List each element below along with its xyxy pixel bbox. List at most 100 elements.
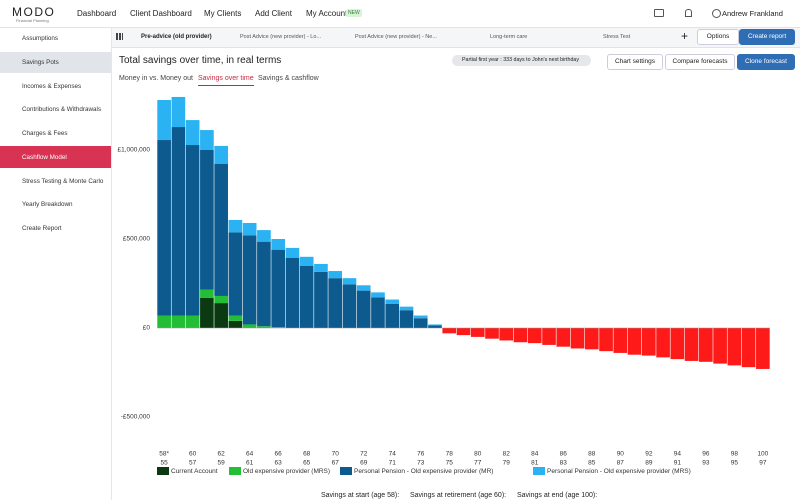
subtab[interactable]: Savings & cashflow bbox=[258, 75, 319, 82]
bar-segment bbox=[399, 306, 414, 311]
create-report-button[interactable]: Create report bbox=[739, 29, 795, 45]
scenario-tab[interactable]: Post Advice (new provider) - Lo... bbox=[240, 34, 322, 40]
logo[interactable]: MODO bbox=[12, 5, 56, 19]
add-tab[interactable]: + bbox=[681, 29, 689, 43]
y-tick-label: -£500,000 bbox=[121, 414, 151, 421]
chat-icon[interactable] bbox=[654, 9, 664, 17]
legend-label: Old expensive provider (MRS) bbox=[243, 468, 330, 475]
x-tick-label: 90 bbox=[617, 451, 625, 458]
clone-button[interactable]: Clone forecast bbox=[737, 54, 795, 70]
legend-swatch bbox=[229, 467, 241, 475]
bar-segment bbox=[228, 219, 243, 233]
subtab-active[interactable]: Savings over time bbox=[198, 75, 254, 86]
badge: NEW bbox=[346, 9, 362, 17]
user-name[interactable]: Andrew Frankland bbox=[722, 9, 783, 18]
x-tick-label-2: 89 bbox=[645, 460, 653, 467]
legend-swatch bbox=[340, 467, 352, 475]
bar-segment bbox=[371, 297, 385, 328]
x-tick-label: 70 bbox=[332, 451, 340, 458]
scenario-tab[interactable]: Pre-advice (old provider) bbox=[141, 34, 212, 40]
sidebar-item[interactable]: Savings Pots bbox=[22, 59, 59, 66]
x-tick-label: 88 bbox=[588, 451, 596, 458]
bar-segment bbox=[157, 140, 171, 316]
bar-segment bbox=[171, 96, 186, 128]
bar-segment bbox=[285, 247, 300, 258]
bar-segment bbox=[185, 145, 200, 316]
bar-segment bbox=[299, 265, 314, 328]
user-icon[interactable] bbox=[712, 9, 721, 18]
bar-segment bbox=[499, 328, 514, 341]
x-tick-label: 76 bbox=[417, 451, 425, 458]
nav-item[interactable]: My Account bbox=[306, 9, 348, 18]
bar-segment bbox=[570, 328, 585, 349]
bar-segment bbox=[285, 257, 300, 328]
sidebar-item[interactable]: Incomes & Expenses bbox=[22, 83, 82, 90]
bar-segment bbox=[200, 130, 214, 150]
chart-settings-button[interactable]: Chart settings bbox=[607, 54, 663, 70]
sidebar-hover bbox=[0, 52, 111, 73]
bar-segment bbox=[442, 328, 457, 334]
bell-icon[interactable] bbox=[685, 9, 692, 17]
bar-segment bbox=[185, 120, 200, 146]
legend-swatch bbox=[157, 467, 169, 475]
x-tick-label-2: 85 bbox=[588, 460, 596, 467]
bar-segment bbox=[713, 328, 727, 364]
options-button[interactable]: Options bbox=[697, 29, 739, 45]
sidebar-item[interactable]: Charges & Fees bbox=[22, 130, 68, 137]
bar-segment bbox=[242, 235, 257, 325]
x-tick-label: 72 bbox=[360, 451, 368, 458]
x-tick-label-2: 73 bbox=[417, 460, 425, 467]
scenario-bar bbox=[112, 28, 800, 48]
nav-item[interactable]: Client Dashboard bbox=[130, 9, 192, 18]
logo-sub: Financial Planning bbox=[16, 18, 49, 23]
bar-segment bbox=[513, 328, 528, 343]
subtab[interactable]: Money in vs. Money out bbox=[119, 75, 193, 82]
nav-item[interactable]: My Clients bbox=[204, 9, 242, 18]
bar-segment bbox=[385, 299, 400, 304]
sidebar-item[interactable]: Stress Testing & Monte Carlo bbox=[22, 178, 104, 185]
scenario-tab[interactable]: Long-term care bbox=[490, 34, 528, 40]
legend-swatch bbox=[533, 467, 545, 475]
nav-item[interactable]: Dashboard bbox=[77, 9, 117, 18]
filter-chip[interactable]: Partial first year : 333 days to John's … bbox=[452, 55, 592, 66]
scenario-tab[interactable]: Post Advice (new provider) - Ne... bbox=[355, 34, 437, 40]
bar-segment bbox=[314, 271, 328, 328]
sidebar-item[interactable]: Create Report bbox=[22, 225, 62, 232]
bar-segment bbox=[413, 318, 428, 328]
sidebar-item[interactable]: Cashflow Model bbox=[22, 154, 67, 161]
bar-segment bbox=[314, 263, 328, 272]
bar-segment bbox=[641, 328, 656, 356]
top-nav bbox=[0, 0, 800, 28]
x-tick-label: 64 bbox=[246, 451, 254, 458]
bar-segment bbox=[399, 310, 414, 328]
x-tick-label-2: 65 bbox=[303, 460, 311, 467]
bar-segment bbox=[200, 297, 214, 328]
compare-button[interactable]: Compare forecasts bbox=[665, 54, 735, 70]
scenario-tab[interactable]: Stress Test bbox=[603, 34, 631, 40]
x-tick-label: 82 bbox=[503, 451, 511, 458]
bar-segment bbox=[342, 284, 357, 328]
sidebar-item[interactable]: Contributions & Withdrawals bbox=[22, 106, 102, 113]
bar-segment bbox=[200, 289, 214, 298]
bar-segment bbox=[627, 328, 642, 355]
y-tick-label: £0 bbox=[143, 325, 151, 332]
nav-item[interactable]: Add Client bbox=[255, 9, 292, 18]
bar-segment bbox=[684, 328, 699, 361]
x-tick-label-2: 61 bbox=[246, 460, 254, 467]
grid-icon[interactable] bbox=[116, 33, 123, 40]
sidebar-item[interactable]: Assumptions bbox=[22, 35, 59, 42]
bar-segment bbox=[271, 249, 286, 328]
bar-segment bbox=[699, 328, 713, 362]
bar-segment bbox=[727, 328, 742, 366]
sidebar-item[interactable]: Yearly Breakdown bbox=[22, 201, 73, 208]
x-tick-label-2: 69 bbox=[360, 460, 368, 467]
x-tick-label: 68 bbox=[303, 451, 311, 458]
x-tick-label-2: 55 bbox=[161, 460, 169, 467]
bar-segment bbox=[157, 99, 171, 141]
bar-segment bbox=[171, 127, 186, 316]
bar-segment bbox=[214, 303, 228, 328]
x-tick-label: 94 bbox=[674, 451, 682, 458]
x-tick-label-2: 81 bbox=[531, 460, 539, 467]
